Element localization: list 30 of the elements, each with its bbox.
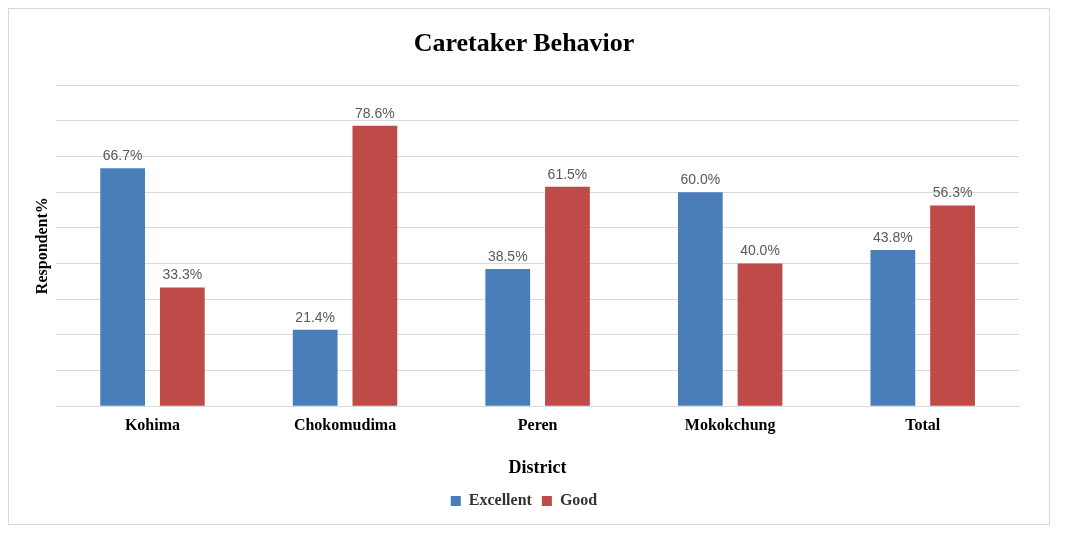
x-tick-label: Kohima	[124, 415, 181, 433]
y-axis-title: Respondent%	[32, 197, 51, 295]
bar	[930, 205, 975, 406]
x-tick-label: Mokokchung	[684, 415, 776, 434]
chart-title: Caretaker Behavior	[413, 28, 635, 58]
data-label: 56.3%	[932, 184, 973, 201]
legend-label: Excellent	[468, 491, 533, 509]
bar	[545, 186, 590, 406]
x-axis-title: District	[508, 456, 567, 477]
x-tick-label: Peren	[517, 415, 558, 433]
data-label: 60.0%	[680, 171, 721, 188]
data-label: 21.4%	[295, 308, 336, 325]
bar	[100, 168, 146, 406]
data-label: 40.0%	[740, 242, 780, 259]
bar	[677, 192, 723, 406]
legend-label: Good	[559, 491, 598, 509]
data-label: 66.7%	[102, 147, 143, 164]
bar	[159, 287, 205, 406]
data-label: 61.5%	[547, 165, 588, 182]
bar	[352, 125, 398, 406]
x-tick-label: Total	[905, 415, 941, 433]
x-tick-label: Chokomudima	[293, 415, 397, 433]
bar	[485, 268, 531, 406]
data-label: 78.6%	[355, 104, 395, 121]
data-label: 43.8%	[873, 228, 913, 245]
data-label: 33.3%	[162, 266, 203, 283]
bar	[870, 249, 916, 406]
bar	[292, 329, 338, 406]
bar	[737, 263, 783, 406]
data-label: 38.5%	[487, 247, 528, 264]
